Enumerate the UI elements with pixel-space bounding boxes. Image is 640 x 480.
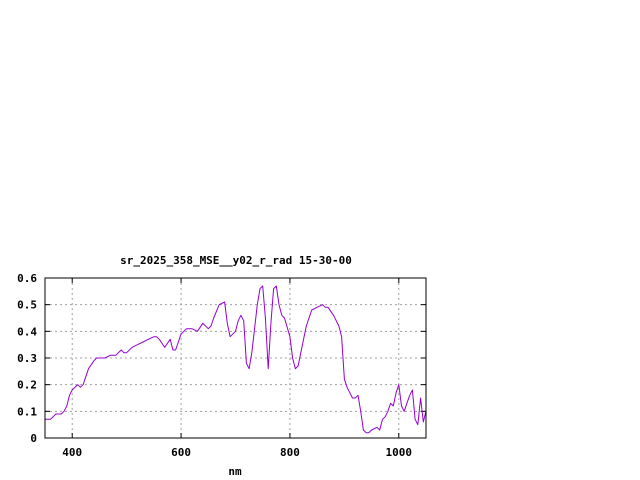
- x-tick-label: 400: [62, 446, 82, 459]
- plot-frame: [44, 277, 427, 439]
- y-tick-label: 0.3: [17, 352, 37, 365]
- y-tick-label: 0.1: [17, 405, 37, 418]
- series-line-0: [45, 285, 427, 434]
- chart-title: sr_2025_358_MSE__y02_r_rad 15-30-00: [120, 254, 352, 267]
- axis-ticks: 0 0.1 0.2 0.3 0.4 0.5 0.6 400 600 800 1000: [17, 272, 426, 459]
- plot-area: [45, 285, 427, 434]
- y-tick-label: 0.2: [17, 379, 37, 392]
- x-axis-label: nm: [228, 465, 242, 478]
- y-tick-label: 0.5: [17, 299, 37, 312]
- y-tick-label: 0.6: [17, 272, 37, 285]
- y-tick-label: 0.4: [17, 325, 37, 338]
- y-tick-label: 0: [30, 432, 37, 445]
- x-tick-label: 600: [171, 446, 191, 459]
- x-tick-label: 800: [280, 446, 300, 459]
- x-tick-label: 1000: [386, 446, 413, 459]
